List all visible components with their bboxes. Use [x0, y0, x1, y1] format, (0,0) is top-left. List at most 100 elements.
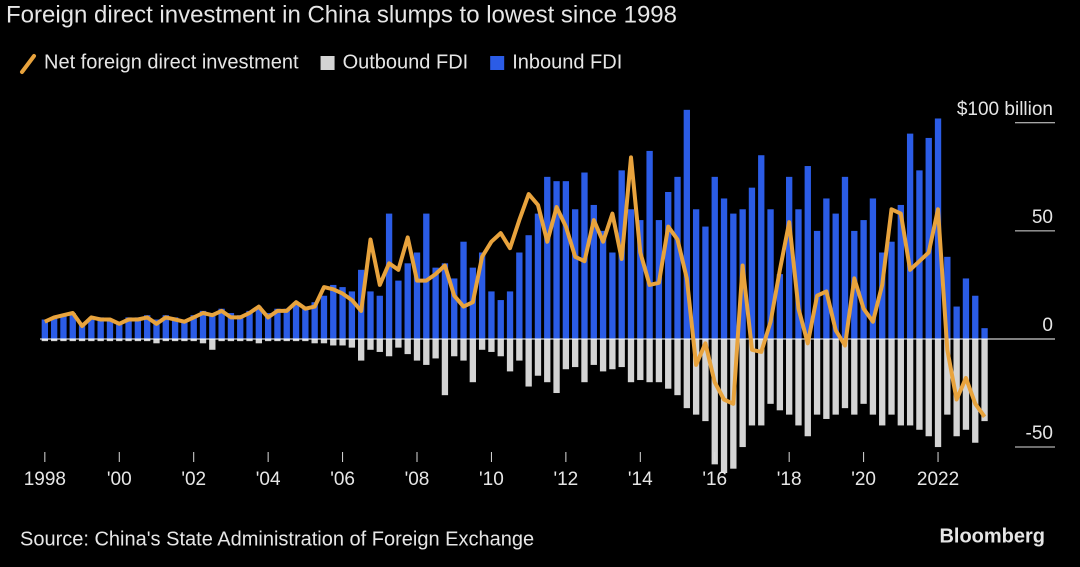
legend-swatch [320, 56, 335, 70]
bar [665, 191, 672, 339]
bar [181, 338, 188, 342]
bar [302, 306, 309, 339]
bar [730, 213, 737, 339]
bar [683, 338, 690, 409]
x-tick-label: 2022 [917, 469, 959, 490]
y-tick-label: $100 billion [957, 99, 1053, 120]
bar [674, 176, 681, 339]
bar [227, 313, 235, 339]
bar [367, 291, 374, 339]
bar [804, 166, 811, 339]
bar [934, 338, 942, 448]
bar [227, 338, 235, 342]
bar [339, 287, 346, 339]
bar [330, 284, 337, 339]
bar [925, 338, 932, 437]
bar [153, 319, 160, 339]
bar [581, 338, 588, 383]
bar [646, 150, 653, 339]
bar [813, 338, 821, 415]
bar [255, 338, 262, 344]
bar [441, 338, 449, 396]
bar [60, 338, 67, 342]
bar [609, 252, 616, 339]
bar [972, 295, 979, 339]
legend-swatch [20, 54, 36, 74]
bar [534, 213, 542, 339]
bar [544, 176, 551, 339]
x-tick-label: '02 [181, 469, 206, 490]
x-tick-label: '08 [405, 469, 430, 490]
bar [283, 308, 290, 339]
bar [553, 181, 560, 339]
bar [292, 338, 300, 342]
x-tick-label: 1998 [24, 469, 66, 490]
bar [358, 338, 365, 361]
bar [460, 241, 467, 339]
bar [413, 252, 421, 339]
bar [162, 315, 169, 339]
bar [637, 220, 644, 339]
bar [376, 295, 383, 339]
bar [525, 235, 532, 339]
bar [209, 313, 216, 339]
bar [981, 328, 988, 339]
bar [776, 338, 784, 411]
bar [264, 338, 272, 342]
bar [916, 338, 923, 430]
bar [692, 338, 700, 415]
bar [711, 338, 718, 465]
bar [590, 204, 597, 339]
bar [627, 209, 635, 339]
bar [767, 209, 774, 339]
bar [888, 241, 895, 339]
bar [50, 317, 58, 339]
bar [209, 338, 216, 350]
bar [869, 198, 877, 339]
bar [339, 338, 346, 346]
x-tick-label: '04 [256, 469, 281, 490]
bar [116, 338, 123, 342]
bar [125, 317, 132, 339]
bar [665, 338, 672, 389]
bar [562, 338, 570, 370]
bar [860, 220, 867, 339]
bar [869, 338, 877, 415]
bar [302, 338, 309, 342]
bar [599, 230, 607, 339]
bar [916, 170, 923, 339]
bar [88, 338, 95, 342]
bar [562, 181, 570, 339]
bar [786, 338, 793, 415]
bar [320, 338, 328, 344]
bar [720, 338, 728, 473]
bar [199, 338, 207, 344]
bar [720, 198, 728, 339]
bar [246, 310, 253, 339]
x-tick-label: '10 [479, 469, 504, 490]
bar [171, 338, 179, 342]
bar [953, 306, 960, 339]
bar [739, 338, 746, 448]
bar [274, 308, 281, 339]
bar [795, 338, 802, 426]
bar [860, 338, 867, 404]
bar [376, 338, 383, 352]
bar [534, 338, 542, 376]
bar [897, 338, 904, 426]
bar [702, 226, 709, 339]
bar [432, 338, 439, 359]
bar [385, 338, 393, 357]
bar [497, 338, 504, 357]
bar [944, 256, 951, 339]
bar [786, 176, 793, 339]
bar [478, 252, 486, 339]
bar [841, 338, 849, 409]
bar [506, 291, 514, 339]
bar [41, 319, 49, 339]
bar [516, 252, 523, 339]
bar [218, 308, 225, 339]
bar [962, 278, 970, 339]
bar [106, 338, 114, 342]
bar [627, 338, 635, 383]
